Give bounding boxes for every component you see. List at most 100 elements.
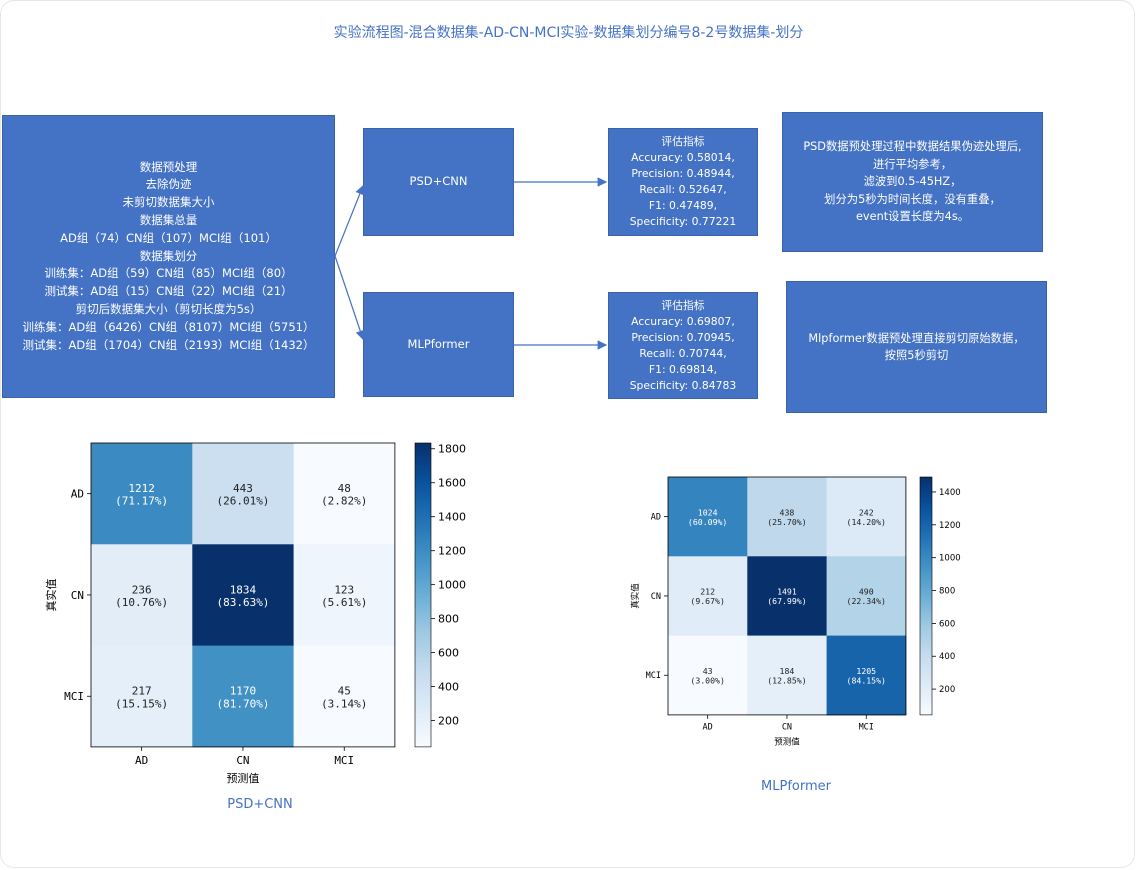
- psd-cnn-caption: PSD+CNN: [227, 797, 293, 812]
- psd-cnn-note-line: event设置长度为4s。: [855, 210, 970, 224]
- psd-cnn-note-line: PSD数据预处理过程中数据结果伪迹处理后,: [803, 140, 1022, 154]
- psd-cnn-model-box: PSD+CNN: [363, 128, 514, 236]
- psd-cnn-cell: [192, 544, 294, 646]
- mlpformer-colorbar-tick-label: 1400: [939, 488, 961, 498]
- mlpformer-y-tick-label: AD: [651, 513, 661, 523]
- mlpformer-x-tick-label: AD: [703, 722, 713, 732]
- psd-cnn-colorbar-tick-label: 1400: [438, 511, 466, 524]
- mlpformer-x-axis-label: 预测值: [774, 736, 800, 747]
- psd-cnn-eval-line: Accuracy: 0.58014,: [631, 151, 735, 164]
- psd-cnn-eval-line: F1: 0.47489,: [648, 199, 718, 212]
- psd-cnn-cell: [192, 443, 294, 545]
- mlpformer-eval-line: Precision: 0.70945,: [631, 330, 735, 344]
- mlpformer-note-line: 按照5秒剪切: [884, 349, 949, 362]
- psd-cnn-cell-count: 1212: [128, 482, 155, 495]
- mlpformer-caption: MLPformer: [761, 779, 831, 794]
- psd-cnn-cell: [91, 645, 193, 748]
- mlpformer-colorbar-tick-label: 1200: [939, 521, 961, 531]
- psd-cnn-cell-count: 48: [338, 482, 351, 495]
- preprocess-box: 数据预处理 去除伪迹 未剪切数据集大小 数据集总量 AD组（74）CN组（107）MCI…: [2, 115, 335, 398]
- preprocess-line: 训练集：AD组（6426）CN组（8107）MCI组（5751）: [22, 319, 315, 334]
- mlpformer-cell: [668, 556, 748, 636]
- psd-cnn-y-axis-label: 真实值: [44, 578, 58, 611]
- psd-cnn-cell-percent: (2.82%): [321, 495, 367, 508]
- psd-cnn-cell-percent: (26.01%): [216, 495, 269, 508]
- mlpformer-x-tick-label: CN: [782, 722, 792, 732]
- psd-cnn-x-tick-label: AD: [135, 754, 148, 767]
- mlpformer-cell-count: 490: [859, 587, 874, 597]
- psd-cnn-eval-box: 评估指标 Accuracy: 0.58014, Precision: 0.48944…: [608, 128, 758, 236]
- psd-cnn-cell-count: 45: [338, 685, 351, 698]
- mlpformer-cell-count: 212: [700, 587, 715, 597]
- mlpformer-colorbar-tick-label: 600: [939, 619, 955, 629]
- preprocess-line: 去除伪迹: [145, 177, 192, 192]
- mlpformer-y-tick-label: MCI: [646, 671, 661, 681]
- psd-cnn-cell-percent: (15.15%): [115, 697, 168, 710]
- mlpformer-heatmap: 1024(60.09%) 438(25.70%) 242(14.20%) 212(9.…: [630, 476, 961, 747]
- mlpformer-x-tick-label: MCI: [859, 722, 874, 732]
- psd-cnn-cell-count: 1834: [230, 583, 257, 596]
- psd-cnn-colorbar-tick-label: 1800: [438, 443, 466, 456]
- mlpformer-eval-box: 评估指标 Accuracy: 0.69807, Precision: 0.70945…: [608, 292, 758, 399]
- psd-cnn-cell-percent: (10.76%): [115, 596, 168, 609]
- psd-cnn-x-tick-label: CN: [236, 754, 249, 767]
- preprocess-line: 数据集总量: [139, 213, 198, 227]
- mlpformer-cell: [668, 477, 748, 557]
- psd-cnn-note-box: PSD数据预处理过程中数据结果伪迹处理后, 进行平均参考， 滤波到0.5-45HZ，…: [782, 112, 1043, 252]
- mlpformer-model-label: MLPformer: [407, 336, 470, 351]
- preprocess-line: 训练集：AD组（59）CN组（85）MCI组（80）: [44, 266, 293, 281]
- psd-cnn-colorbar-tick-label: 1000: [438, 579, 466, 592]
- psd-cnn-cell-count: 443: [233, 482, 253, 495]
- preprocess-line: 数据预处理: [139, 159, 198, 174]
- mlpformer-cell-count: 184: [780, 666, 795, 676]
- mlpformer-colorbar: [919, 476, 933, 716]
- mlpformer-cell-percent: (12.85%): [767, 675, 806, 685]
- psd-cnn-cell-count: 1170: [230, 685, 257, 698]
- mlpformer-note-box: Mlpformer数据预处理直接剪切原始数据， 按照5秒剪切: [786, 281, 1047, 413]
- mlpformer-cell-percent: (14.20%): [847, 517, 886, 527]
- mlpformer-cell-count: 1491: [777, 587, 797, 597]
- psd-cnn-cell-percent: (81.70%): [216, 697, 269, 710]
- mlpformer-cell-percent: (84.15%): [847, 675, 886, 685]
- psd-cnn-y-tick-label: MCI: [64, 690, 84, 703]
- psd-cnn-eval-line: 评估指标: [661, 135, 705, 148]
- mlpformer-cell: [826, 556, 907, 636]
- mlpformer-cell-percent: (67.99%): [767, 596, 806, 606]
- psd-cnn-x-axis-label: 预测值: [226, 772, 259, 785]
- mlpformer-cell-percent: (3.00%): [690, 675, 725, 685]
- mlpformer-cell-percent: (25.70%): [767, 517, 806, 527]
- psd-cnn-colorbar-tick-label: 1200: [438, 545, 466, 558]
- psd-cnn-cell-percent: (83.63%): [216, 596, 269, 609]
- mlpformer-cell: [826, 477, 907, 557]
- mlpformer-colorbar-tick-label: 400: [939, 652, 955, 662]
- psd-cnn-model-label: PSD+CNN: [409, 174, 468, 189]
- preprocess-line: 测试集：AD组（1704）CN组（2193）MCI组（1432）: [22, 337, 315, 352]
- mlpformer-model-box: MLPformer: [363, 292, 514, 397]
- preprocess-line: 测试集：AD组（15）CN组（22）MCI组（21）: [44, 284, 293, 299]
- mlpformer-eval-line: 评估指标: [661, 298, 705, 312]
- psd-cnn-note-line: 划分为5秒为时间长度，没有重叠，: [824, 192, 1001, 206]
- mlpformer-eval-line: Accuracy: 0.69807,: [631, 314, 735, 328]
- psd-cnn-cell-count: 123: [334, 583, 354, 596]
- mlpformer-cell-percent: (22.34%): [847, 596, 886, 606]
- psd-cnn-cell-percent: (5.61%): [321, 596, 367, 609]
- mlpformer-cell: [747, 635, 827, 716]
- psd-cnn-cell: [293, 544, 396, 646]
- psd-cnn-cell: [192, 645, 294, 748]
- mlpformer-eval-line: F1: 0.69814,: [648, 362, 718, 376]
- mlpformer-note-line: Mlpformer数据预处理直接剪切原始数据，: [808, 331, 1025, 345]
- mlpformer-cell-percent: (60.09%): [688, 517, 727, 527]
- psd-cnn-cell: [91, 544, 193, 646]
- psd-cnn-cell-percent: (71.17%): [115, 495, 168, 508]
- mlpformer-cell: [826, 635, 907, 716]
- psd-cnn-note-line: 滤波到0.5-45HZ，: [863, 175, 962, 189]
- psd-cnn-eval-line: Recall: 0.52647,: [639, 183, 727, 196]
- mlpformer-eval-line: Recall: 0.70744,: [639, 346, 727, 360]
- mlpformer-y-tick-label: CN: [651, 592, 661, 602]
- preprocess-line: 数据集划分: [139, 248, 198, 263]
- mlpformer-cell: [747, 477, 827, 557]
- psd-cnn-colorbar-tick-label: 600: [438, 646, 459, 659]
- psd-cnn-cell: [293, 443, 396, 545]
